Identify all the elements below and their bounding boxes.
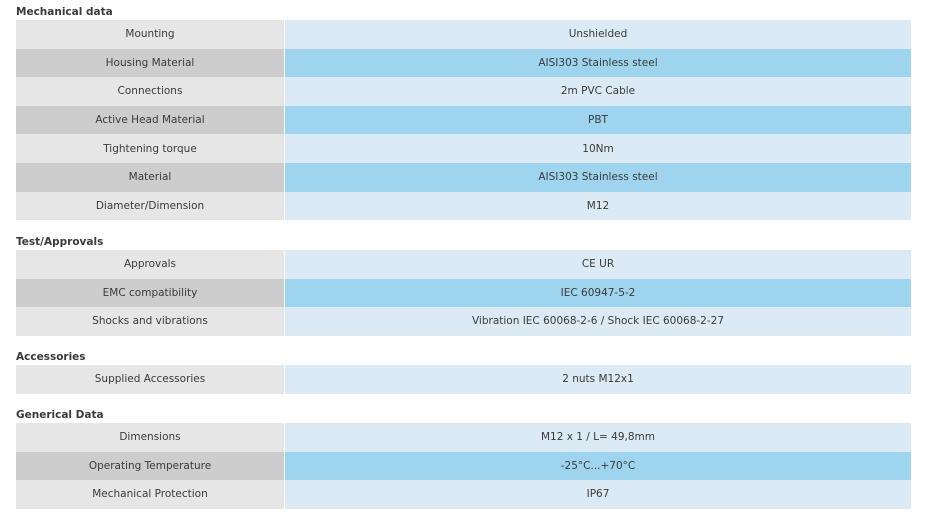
row-label: Active Head Material <box>16 105 284 135</box>
table-row: Connections 2m PVC Cable <box>16 77 911 106</box>
row-label: Tightening torque <box>16 134 284 163</box>
section-title: Mechanical data <box>16 6 113 18</box>
table-row: Diameter/Dimension M12 <box>16 191 911 221</box>
table-row: Active Head Material PBT <box>16 105 911 135</box>
row-value: CE UR <box>285 250 911 279</box>
section-accessories: Accessories Supplied Accessories 2 nuts … <box>16 349 911 394</box>
table-row: Tightening torque 10Nm <box>16 134 911 163</box>
table-row: Dimensions M12 x 1 / L= 49,8mm <box>16 423 911 452</box>
row-label: EMC compatibility <box>16 278 284 308</box>
table-row: Housing Material AISI303 Stainless steel <box>16 48 911 78</box>
table-row: Mechanical Protection IP67 <box>16 480 911 509</box>
section-mechanical-data: Mechanical data Mounting Unshielded Hous… <box>16 4 911 221</box>
row-value: 2 nuts M12x1 <box>285 365 911 394</box>
row-label: Dimensions <box>16 423 284 452</box>
row-label: Material <box>16 162 284 192</box>
row-label: Mechanical Protection <box>16 480 284 509</box>
row-label: Operating Temperature <box>16 451 284 481</box>
table-row: Operating Temperature -25°C...+70°C <box>16 451 911 481</box>
section-generical-data: Generical Data Dimensions M12 x 1 / L= 4… <box>16 407 911 509</box>
table-row: Shocks and vibrations Vibration IEC 6006… <box>16 307 911 336</box>
section-title: Test/Approvals <box>16 236 104 248</box>
row-value: Vibration IEC 60068-2-6 / Shock IEC 6006… <box>285 307 911 336</box>
row-value: M12 x 1 / L= 49,8mm <box>285 423 911 452</box>
row-label: Shocks and vibrations <box>16 307 284 336</box>
row-label: Connections <box>16 77 284 106</box>
table-row: Material AISI303 Stainless steel <box>16 162 911 192</box>
row-value: -25°C...+70°C <box>285 451 911 481</box>
row-value: AISI303 Stainless steel <box>285 48 911 78</box>
row-value: 2m PVC Cable <box>285 77 911 106</box>
row-label: Mounting <box>16 20 284 49</box>
table-row: EMC compatibility IEC 60947-5-2 <box>16 278 911 308</box>
row-value: IEC 60947-5-2 <box>285 278 911 308</box>
row-label: Diameter/Dimension <box>16 191 284 221</box>
row-value: PBT <box>285 105 911 135</box>
row-label: Approvals <box>16 250 284 279</box>
row-label: Housing Material <box>16 48 284 78</box>
row-value: Unshielded <box>285 20 911 49</box>
table-row: Mounting Unshielded <box>16 20 911 49</box>
section-title: Generical Data <box>16 409 104 421</box>
table-row: Approvals CE UR <box>16 250 911 279</box>
row-value: M12 <box>285 191 911 221</box>
table-row: Supplied Accessories 2 nuts M12x1 <box>16 365 911 394</box>
section-title: Accessories <box>16 351 86 363</box>
row-value: AISI303 Stainless steel <box>285 162 911 192</box>
row-value: 10Nm <box>285 134 911 163</box>
row-label: Supplied Accessories <box>16 365 284 394</box>
section-test-approvals: Test/Approvals Approvals CE UR EMC compa… <box>16 234 911 336</box>
row-value: IP67 <box>285 480 911 509</box>
